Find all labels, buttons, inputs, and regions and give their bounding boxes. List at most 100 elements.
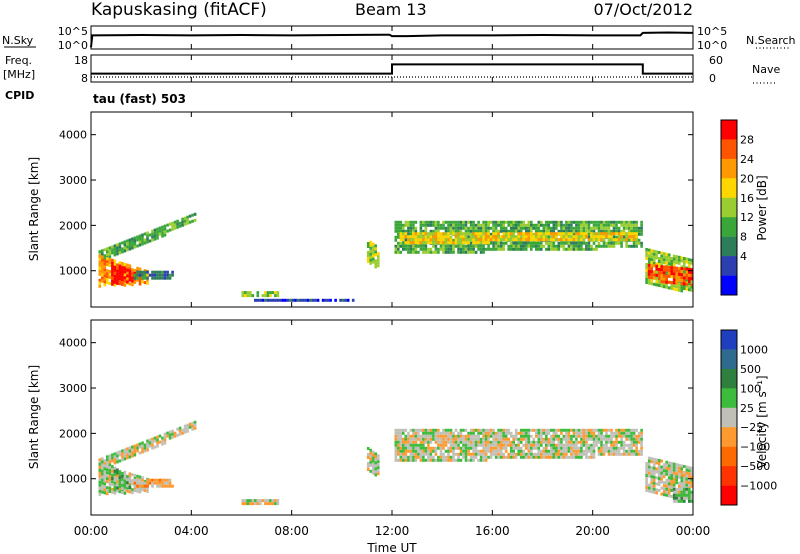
velocity-panel-cell — [640, 431, 643, 435]
power-panel-cell — [585, 220, 588, 224]
velocity-panel-cell — [469, 431, 473, 435]
velocity-panel-cell — [484, 431, 488, 435]
power-panel-cell — [437, 223, 440, 227]
velocity-panel-cell — [670, 480, 673, 483]
velocity-panel-cell — [532, 440, 536, 444]
power-panel-cell — [101, 261, 104, 265]
power-panel-cell — [394, 250, 398, 254]
velocity-panel-cell — [688, 493, 691, 497]
velocity-panel-cell — [158, 434, 162, 438]
velocity-panel-cell — [183, 427, 187, 431]
velocity-panel-cell — [462, 446, 465, 450]
velocity-panel-cell — [166, 484, 169, 488]
power-panel-cell — [537, 241, 541, 245]
velocity-panel-cell — [494, 434, 498, 438]
velocity-panel-cell — [555, 452, 558, 456]
velocity-panel-cell — [151, 437, 154, 441]
power-panel-cell — [575, 235, 578, 239]
velocity-panel-cell — [191, 421, 194, 425]
power-panel-cell — [683, 263, 686, 266]
velocity-panel-cell — [565, 449, 568, 453]
velocity-panel-cell — [605, 437, 608, 441]
velocity-panel-cell — [374, 455, 377, 459]
power-panel-cell — [118, 251, 122, 255]
power-panel-cell — [575, 247, 578, 251]
power-panel-cell — [690, 274, 694, 278]
velocity-panel-cell — [103, 467, 107, 471]
power-panel-cell — [519, 244, 523, 248]
velocity-panel-cell — [632, 437, 636, 441]
velocity-panel-cell — [111, 456, 114, 460]
velocity-panel-cell — [537, 443, 541, 447]
velocity-panel-cell — [126, 475, 129, 479]
velocity-panel-cell — [419, 434, 423, 438]
velocity-panel-cell — [592, 443, 596, 447]
velocity-panel-cell — [371, 450, 375, 454]
velocity-panel-cell — [374, 452, 377, 456]
velocity-panel-cell — [404, 446, 408, 450]
power-panel-cell — [419, 220, 423, 224]
velocity-panel-cell — [138, 478, 142, 482]
power-panel-cell — [519, 238, 523, 242]
power-panel-cell — [444, 229, 448, 233]
velocity-panel-cell — [111, 474, 114, 478]
power-panel-cell — [286, 298, 290, 302]
velocity-panel-cell — [472, 437, 475, 441]
velocity-panel-cell — [542, 437, 546, 441]
power-panel-cell — [442, 244, 445, 248]
power-panel-cell — [655, 262, 658, 266]
power-panel-cell — [301, 298, 305, 302]
velocity-panel-cell — [439, 458, 443, 462]
power-panel-cell — [547, 232, 551, 236]
power-panel-cell — [427, 241, 430, 245]
power-panel-cell — [552, 226, 556, 230]
power-panel-cell — [131, 243, 134, 247]
velocity-panel-cell — [472, 431, 475, 435]
velocity-panel-cell — [484, 446, 488, 450]
power-panel-cell — [266, 291, 270, 295]
velocity-panel-cell — [434, 428, 438, 432]
power-panel-cell — [138, 270, 142, 274]
velocity-panel-cell — [404, 458, 408, 462]
velocity-panel-cell — [118, 450, 122, 454]
velocity-panel-cell — [449, 431, 453, 435]
velocity-panel-cell — [657, 483, 661, 486]
velocity-panel-cell — [600, 452, 603, 456]
velocity-panel-cell — [522, 443, 525, 447]
velocity-panel-cell — [635, 428, 638, 432]
velocity-panel-cell — [477, 452, 480, 456]
velocity-panel-cell — [672, 474, 676, 478]
power-panel-cell — [647, 269, 651, 273]
power-panel-cell — [452, 250, 455, 254]
velocity-panel-cell — [153, 439, 157, 443]
power-panel-cell — [600, 238, 603, 242]
velocity-panel-cell — [133, 444, 137, 448]
power-panel-cell — [565, 220, 568, 224]
velocity-panel-cell — [688, 499, 691, 503]
velocity-panel-cell — [580, 434, 583, 438]
power-panel-cell — [540, 235, 543, 239]
power-panel-cell — [560, 241, 563, 245]
velocity-panel-cell — [655, 476, 658, 480]
velocity-panel-cell — [469, 434, 473, 438]
velocity-panel-cell — [557, 437, 561, 441]
velocity-panel-cell — [427, 443, 430, 447]
power-panel-cell — [585, 232, 588, 236]
x-tick-label: 04:00 — [174, 524, 209, 538]
power-panel-cell — [161, 276, 164, 280]
power-panel-cell — [371, 251, 375, 255]
velocity-panel-cell — [444, 458, 448, 462]
velocity-panel-cell — [138, 487, 142, 491]
power-panel-cell — [685, 284, 689, 288]
power-panel-cell — [590, 220, 593, 224]
velocity-panel-cell — [572, 455, 576, 459]
velocity-panel-cell — [602, 449, 606, 453]
power-panel-cell — [457, 247, 460, 251]
velocity-panel-cell — [133, 484, 137, 488]
velocity-panel-cell — [459, 440, 463, 444]
velocity-panel-cell — [464, 440, 468, 444]
nsearch-tick-bottom: 10^0 — [697, 39, 727, 52]
velocity-panel-cell — [98, 474, 102, 478]
power-panel-cell — [665, 261, 668, 265]
velocity-panel-cell — [412, 449, 415, 453]
